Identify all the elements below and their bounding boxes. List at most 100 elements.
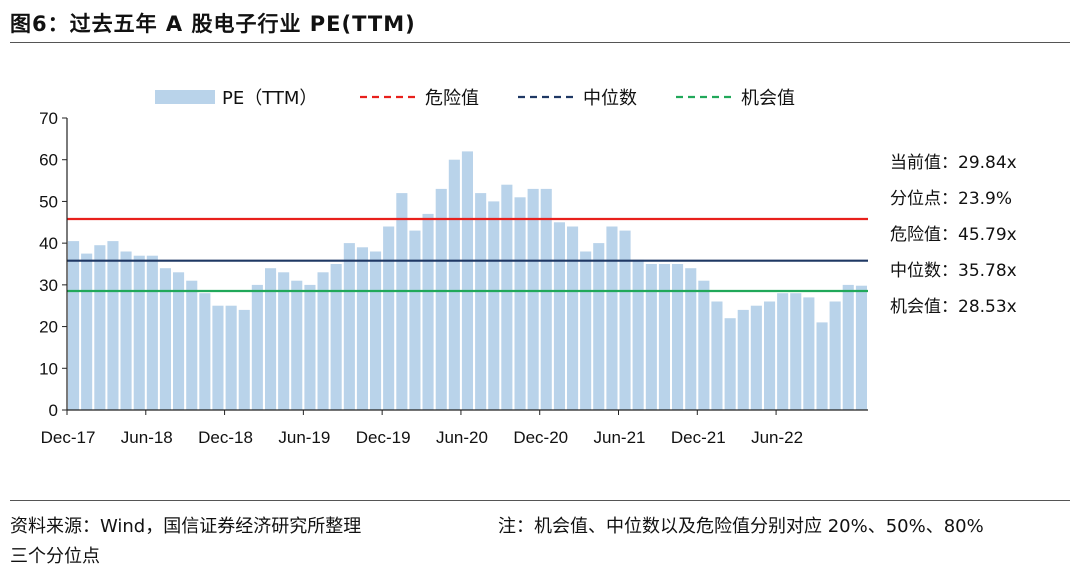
- pe-bar: [790, 293, 802, 410]
- stat-current-value: 29.84x: [958, 153, 1017, 173]
- source-text: 资料来源：Wind，国信证券经济研究所整理: [10, 516, 362, 537]
- pe-bar: [816, 322, 828, 410]
- figure-title: 图6：过去五年 A 股电子行业 PE(TTM): [10, 12, 416, 36]
- stat-current: 当前值：29.84x: [890, 148, 1017, 173]
- y-tick-label: 10: [39, 359, 58, 378]
- pe-bar: [855, 285, 867, 410]
- x-tick-label: Dec-19: [356, 428, 411, 447]
- y-tick-label: 40: [39, 234, 58, 253]
- pe-bar: [238, 309, 250, 410]
- pe-bar: [225, 305, 237, 410]
- pe-bar: [370, 251, 382, 410]
- pe-bar: [291, 280, 303, 410]
- pe-bar: [422, 213, 434, 410]
- x-tick-label: Dec-21: [671, 428, 726, 447]
- pe-bar: [186, 280, 198, 410]
- pe-bar: [777, 293, 789, 410]
- x-tick-label: Jun-20: [436, 428, 488, 447]
- pe-bar: [619, 230, 631, 410]
- pe-bar: [278, 272, 290, 410]
- pe-bar: [133, 255, 145, 410]
- stat-percentile-label: 分位点：: [890, 189, 958, 209]
- y-tick-label: 70: [39, 109, 58, 128]
- pe-bar: [514, 197, 526, 410]
- legend-label-median: 中位数: [583, 88, 637, 109]
- pe-bar: [553, 222, 565, 410]
- y-tick-label: 50: [39, 192, 58, 211]
- pe-chart: PE（TTM） 危险值 中位数 机会值 0 10 20 30 40 50 60 70 Dec-1…: [39, 88, 868, 447]
- legend-swatch-pe: [155, 90, 215, 104]
- stat-median-value: 35.78x: [958, 261, 1017, 281]
- pe-bar: [711, 301, 723, 410]
- legend-label-danger: 危险值: [425, 88, 479, 109]
- pe-bar: [475, 193, 487, 410]
- pe-bar: [383, 226, 395, 410]
- pe-bar: [764, 301, 776, 410]
- x-tick-label: Dec-20: [513, 428, 568, 447]
- bottom-rule: [10, 500, 1070, 501]
- stat-danger-label: 危险值：: [890, 225, 958, 245]
- pe-bar: [685, 268, 697, 410]
- reference-lines: [67, 217, 868, 293]
- pe-bar: [803, 297, 815, 410]
- stat-danger: 危险值：45.79x: [890, 220, 1017, 245]
- pe-bar: [750, 305, 762, 410]
- pe-bar: [488, 201, 500, 410]
- pe-bar: [593, 243, 605, 410]
- x-tick-label: Dec-17: [41, 428, 96, 447]
- stat-median: 中位数：35.78x: [890, 256, 1017, 281]
- y-tick-label: 20: [39, 318, 58, 337]
- pe-bar: [68, 241, 80, 410]
- chart-legend: PE（TTM） 危险值 中位数 机会值: [155, 88, 795, 109]
- pe-bar: [448, 159, 460, 410]
- pe-bar: [304, 284, 316, 410]
- pe-bar: [842, 284, 854, 410]
- note-text: 注：机会值、中位数以及危险值分别对应 20%、50%、80%: [498, 516, 984, 537]
- y-tick-label: 0: [49, 401, 58, 420]
- stat-opportunity-label: 机会值：: [890, 297, 958, 317]
- pe-bar: [120, 251, 132, 410]
- x-tick-label: Jun-21: [594, 428, 646, 447]
- pe-bar: [580, 251, 592, 410]
- x-tick-label: Jun-19: [278, 428, 330, 447]
- pe-bar: [265, 268, 277, 410]
- pe-bar: [540, 188, 552, 410]
- x-tick-label: Dec-18: [198, 428, 253, 447]
- x-tick-label: Jun-18: [121, 428, 173, 447]
- pe-bar: [396, 193, 408, 410]
- pe-bar: [330, 264, 342, 410]
- pe-bar: [672, 264, 684, 410]
- bars-layer: [68, 151, 867, 410]
- legend-label-opportunity: 机会值: [741, 88, 795, 109]
- pe-bar: [317, 272, 329, 410]
- stat-median-label: 中位数：: [890, 261, 958, 281]
- pe-bar: [212, 305, 224, 410]
- pe-bar: [658, 264, 670, 410]
- pe-bar: [173, 272, 185, 410]
- stat-danger-value: 45.79x: [958, 225, 1017, 245]
- pe-bar: [527, 188, 539, 410]
- y-tick-label: 30: [39, 276, 58, 295]
- pe-bar: [146, 255, 158, 410]
- pe-bar: [356, 247, 368, 410]
- pe-bar: [632, 259, 644, 410]
- stat-current-label: 当前值：: [890, 153, 958, 173]
- pe-bar: [409, 230, 421, 410]
- stat-percentile: 分位点：23.9%: [890, 184, 1012, 209]
- pe-bar: [343, 243, 355, 410]
- stat-percentile-value: 23.9%: [958, 189, 1013, 209]
- pe-bar: [698, 280, 710, 410]
- pe-bar: [606, 226, 618, 410]
- top-rule: [10, 42, 1070, 43]
- pe-bar: [737, 309, 749, 410]
- stat-opportunity: 机会值：28.53x: [890, 292, 1017, 317]
- pe-bar: [724, 318, 736, 410]
- y-tick-label: 60: [39, 151, 58, 170]
- pe-bar: [501, 184, 513, 410]
- pe-bar: [159, 268, 171, 410]
- pe-bar: [461, 151, 473, 410]
- pe-bar: [251, 284, 263, 410]
- pe-bar: [435, 188, 447, 410]
- pe-bar: [94, 245, 106, 410]
- pe-bar: [81, 253, 93, 410]
